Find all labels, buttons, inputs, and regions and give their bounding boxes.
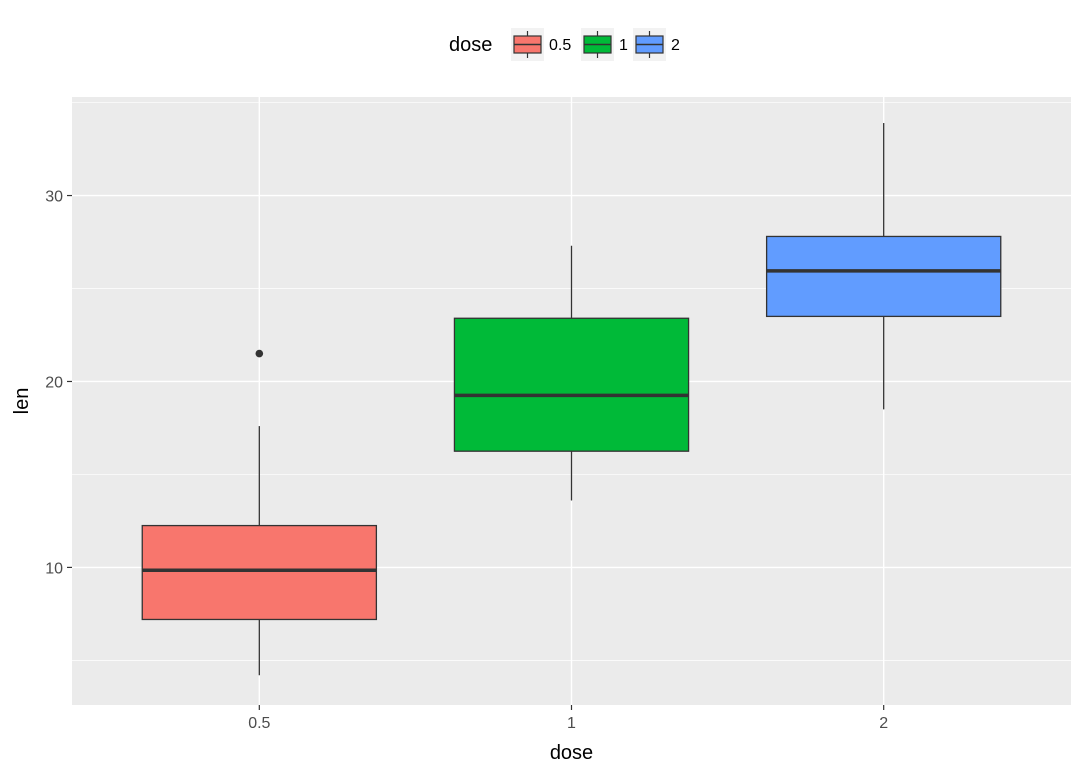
legend-label: 2 bbox=[671, 37, 680, 54]
box-body bbox=[765, 235, 1002, 318]
legend-keys: 0.5 1 2 bbox=[511, 28, 680, 61]
legend-item-1: 1 bbox=[581, 28, 628, 61]
box-2 bbox=[765, 123, 1002, 410]
boxes bbox=[141, 123, 1002, 676]
x-tick-label: 1 bbox=[567, 715, 576, 732]
x-tick-label: 2 bbox=[879, 715, 888, 732]
x-axis-title: dose bbox=[550, 742, 593, 764]
legend-title: dose bbox=[449, 34, 492, 56]
box-body bbox=[141, 524, 378, 621]
outlier-point bbox=[255, 349, 264, 358]
box-0.5 bbox=[141, 349, 378, 676]
legend-item-2: 2 bbox=[633, 28, 680, 61]
y-axis: 10 20 30 bbox=[45, 189, 72, 577]
box-1 bbox=[453, 245, 690, 501]
legend-label: 1 bbox=[619, 37, 628, 54]
box-body bbox=[453, 317, 690, 452]
legend: dose 0.5 1 2 bbox=[449, 28, 680, 61]
legend-item-0.5: 0.5 bbox=[511, 28, 571, 61]
y-tick-label: 20 bbox=[45, 374, 63, 391]
y-axis-title: len bbox=[11, 388, 33, 415]
legend-label: 0.5 bbox=[549, 37, 571, 54]
x-axis: 0.5 1 2 bbox=[248, 705, 888, 732]
y-tick-label: 10 bbox=[45, 560, 63, 577]
y-tick-label: 30 bbox=[45, 189, 63, 206]
x-tick-label: 0.5 bbox=[248, 715, 270, 732]
